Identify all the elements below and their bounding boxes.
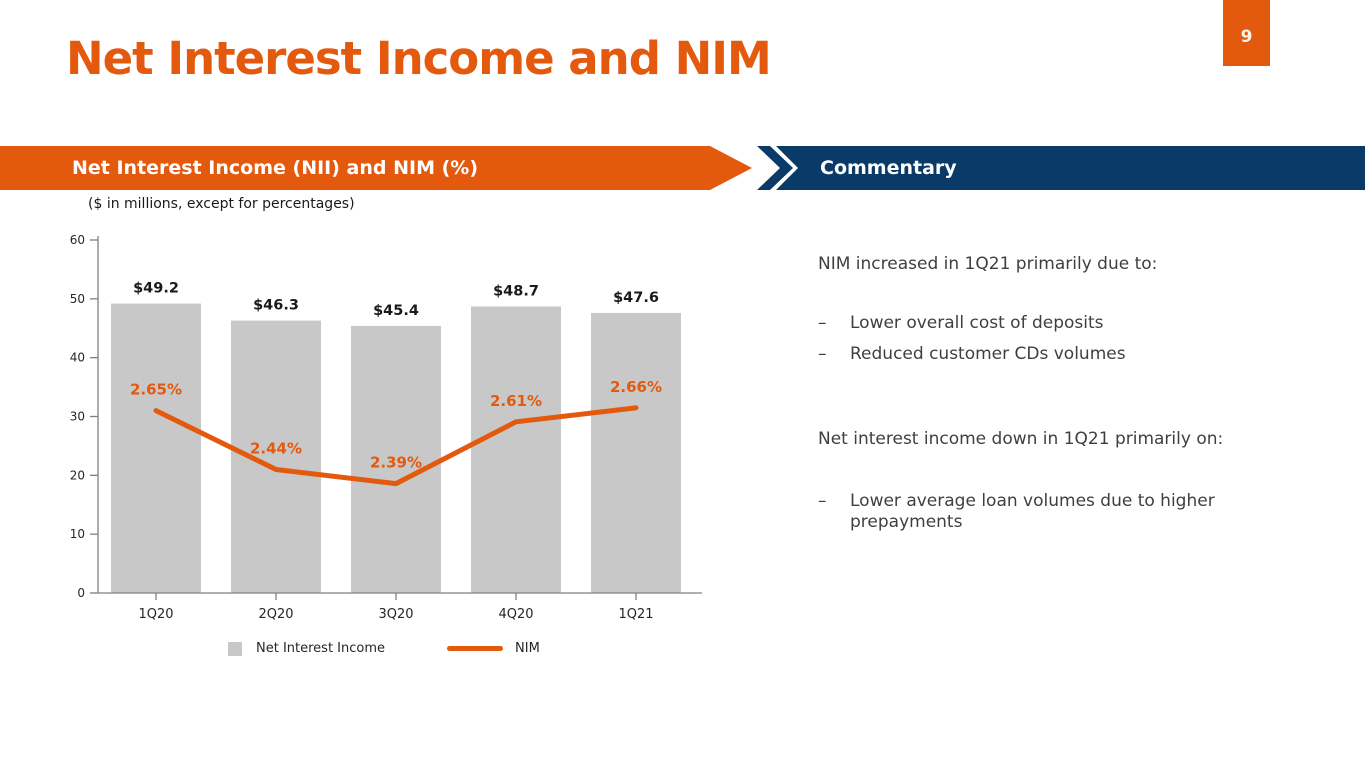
y-tick-label: 20 — [70, 468, 85, 482]
y-tick-label: 60 — [70, 233, 85, 247]
x-category-label: 3Q20 — [378, 607, 413, 622]
commentary-section-banner-label: Commentary — [820, 157, 957, 179]
x-category-label: 1Q21 — [618, 607, 653, 622]
bar-1Q21 — [591, 312, 681, 593]
chart-units-note: ($ in millions, except for percentages) — [88, 196, 355, 212]
x-category-label: 1Q20 — [138, 607, 173, 622]
y-tick-label: 30 — [70, 410, 85, 424]
bar-value-label: $46.3 — [253, 298, 299, 314]
y-tick-label: 40 — [70, 351, 85, 365]
legend-nim-label: NIM — [515, 641, 540, 656]
bullet-dash-icon: – — [818, 491, 827, 511]
y-tick-label: 10 — [70, 527, 85, 541]
commentary-bullet: – Lower average loan volumes due to high… — [818, 491, 1215, 532]
page-title: Net Interest Income and NIM — [66, 32, 772, 85]
chart-legend: Net Interest Income NIM — [228, 641, 540, 656]
chart-section-banner-label: Net Interest Income (NII) and NIM (%) — [72, 157, 479, 179]
legend-nii-label: Net Interest Income — [256, 641, 386, 656]
nii-nim-chart: 0 10 20 30 40 50 60 1Q20 2Q20 3Q20 4Q20 1Q21 $49.2 $4… — [70, 233, 702, 622]
commentary-panel: NIM increased in 1Q21 primarily due to: … — [818, 225, 1298, 765]
nim-value-label: 2.39% — [370, 454, 422, 472]
bar-value-label: $48.7 — [493, 283, 539, 299]
commentary-section-banner: Commentary — [776, 146, 1365, 190]
x-category-label: 2Q20 — [258, 607, 293, 622]
commentary-bullet: – Reduced customer CDs volumes — [818, 344, 1126, 364]
y-tick-label: 0 — [77, 586, 85, 600]
commentary-heading-1: NIM increased in 1Q21 primarily due to: — [818, 254, 1158, 274]
page-number-badge: 9 — [1223, 0, 1270, 66]
bar-swatch-icon — [228, 641, 242, 656]
bar-value-label: $47.6 — [613, 290, 659, 306]
line-swatch-icon — [447, 646, 504, 651]
bar-value-label: $49.2 — [133, 281, 179, 297]
bar-value-label: $45.4 — [373, 303, 419, 319]
bullet-dash-icon: – — [818, 344, 827, 364]
bar-3Q20 — [351, 325, 441, 593]
nim-value-label: 2.61% — [490, 392, 542, 410]
x-category-label: 4Q20 — [498, 607, 533, 622]
nim-line — [153, 405, 639, 487]
nim-value-label: 2.66% — [610, 378, 662, 396]
nim-value-label: 2.65% — [130, 381, 182, 399]
nim-value-label: 2.44% — [250, 440, 302, 458]
y-tick-label: 50 — [70, 292, 85, 306]
bar-4Q20 — [471, 306, 561, 593]
commentary-heading-2: Net interest income down in 1Q21 primari… — [818, 429, 1224, 449]
bullet-dash-icon: – — [818, 313, 827, 333]
commentary-bullet: – Lower overall cost of deposits — [818, 313, 1104, 333]
chart-section-banner: Net Interest Income (NII) and NIM (%) — [0, 146, 752, 190]
bar-1Q20 — [111, 303, 201, 593]
legend-item-nii: Net Interest Income — [228, 641, 385, 656]
legend-item-nim: NIM — [447, 641, 540, 656]
